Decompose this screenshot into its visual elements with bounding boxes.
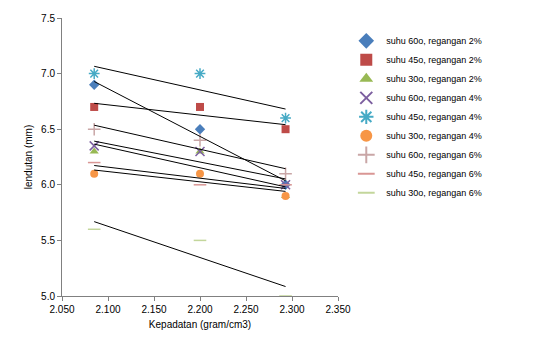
svg-text:suhu 45o, regangan 6%: suhu 45o, regangan 6% xyxy=(386,169,482,179)
svg-text:suhu 45o, regangan 2%: suhu 45o, regangan 2% xyxy=(386,55,482,65)
svg-text:7.5: 7.5 xyxy=(41,13,55,24)
svg-text:suhu 45o, regangan 4%: suhu 45o, regangan 4% xyxy=(386,112,482,122)
svg-text:2.300: 2.300 xyxy=(279,304,304,315)
svg-text:2.250: 2.250 xyxy=(233,304,258,315)
svg-text:7.0: 7.0 xyxy=(41,68,55,79)
svg-text:2.200: 2.200 xyxy=(187,304,212,315)
svg-text:suhu 30o, regangan 4%: suhu 30o, regangan 4% xyxy=(386,131,482,141)
svg-text:6.5: 6.5 xyxy=(41,124,55,135)
svg-text:5.0: 5.0 xyxy=(41,291,55,302)
svg-text:suhu 60o, regangan 2%: suhu 60o, regangan 2% xyxy=(386,36,482,46)
svg-text:2.100: 2.100 xyxy=(95,304,120,315)
svg-text:suhu 30o, regangan 2%: suhu 30o, regangan 2% xyxy=(386,74,482,84)
svg-text:2.150: 2.150 xyxy=(141,304,166,315)
svg-text:suhu 60o, regangan 6%: suhu 60o, regangan 6% xyxy=(386,150,482,160)
svg-text:2.350: 2.350 xyxy=(325,304,350,315)
svg-text:Kepadatan (gram/cm3): Kepadatan (gram/cm3) xyxy=(149,319,251,330)
svg-text:5.5: 5.5 xyxy=(41,235,55,246)
svg-text:6.0: 6.0 xyxy=(41,179,55,190)
svg-text:lendutan (mm): lendutan (mm) xyxy=(23,125,34,189)
svg-text:suhu 30o, regangan 6%: suhu 30o, regangan 6% xyxy=(386,188,482,198)
svg-text:suhu 60o, regangan 4%: suhu 60o, regangan 4% xyxy=(386,93,482,103)
svg-text:2.050: 2.050 xyxy=(49,304,74,315)
